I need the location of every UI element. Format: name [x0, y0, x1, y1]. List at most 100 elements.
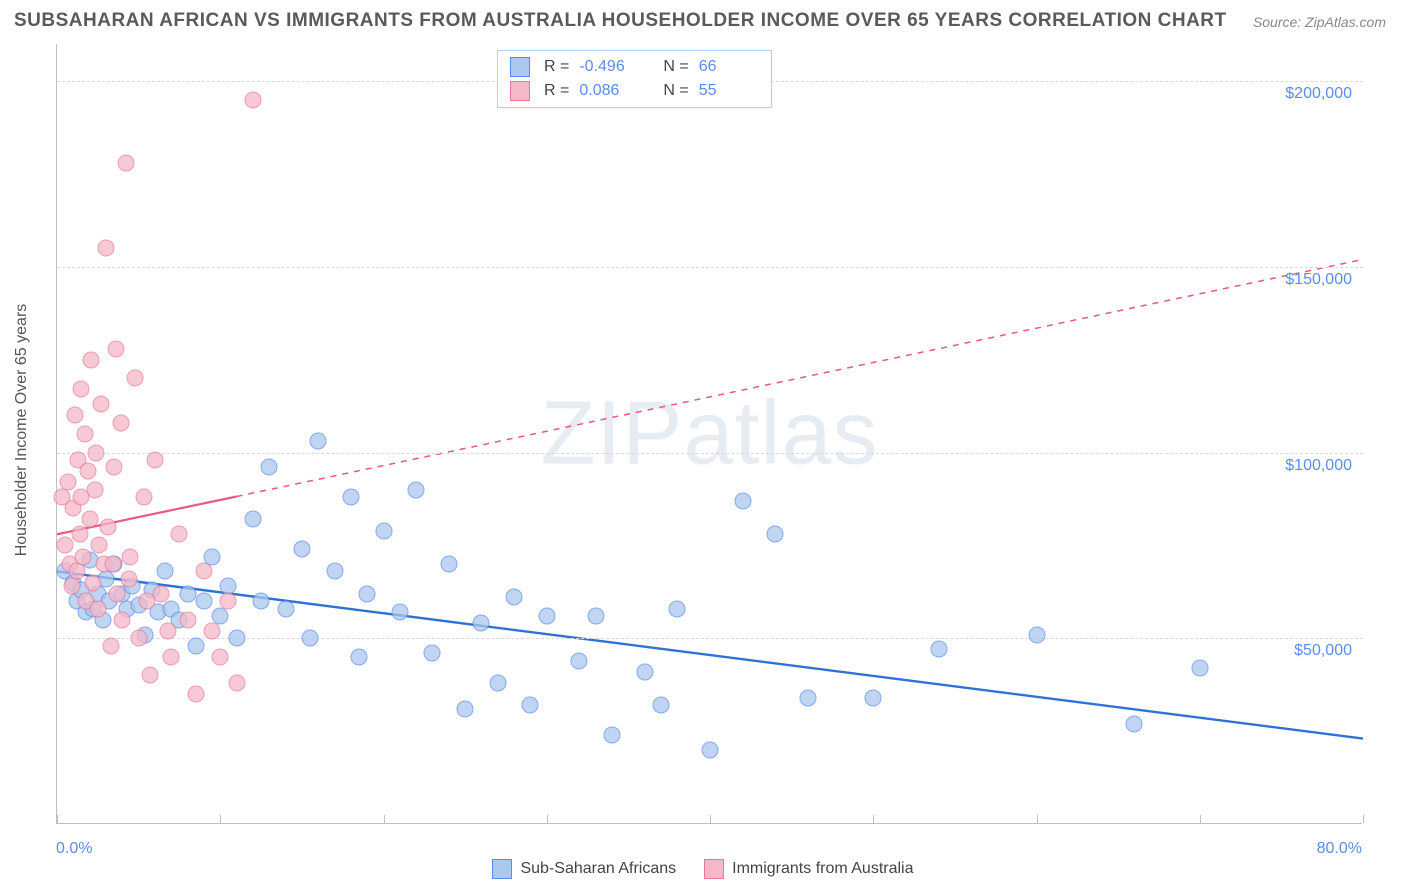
- scatter-point: [114, 611, 131, 628]
- legend-r-value: 0.086: [579, 82, 639, 100]
- x-tick-mark: [384, 815, 385, 823]
- y-tick-label: $150,000: [1285, 271, 1352, 289]
- scatter-point: [138, 593, 155, 610]
- legend-n-label: N =: [663, 82, 688, 100]
- scatter-point: [66, 407, 83, 424]
- scatter-point: [93, 396, 110, 413]
- legend-n-value: 55: [699, 82, 759, 100]
- legend-series-item: Immigrants from Australia: [704, 859, 913, 879]
- scatter-point: [142, 667, 159, 684]
- scatter-point: [375, 522, 392, 539]
- scatter-point: [489, 674, 506, 691]
- scatter-point: [73, 381, 90, 398]
- scatter-point: [310, 433, 327, 450]
- scatter-point: [391, 604, 408, 621]
- scatter-point: [302, 630, 319, 647]
- scatter-point: [106, 459, 123, 476]
- y-tick-label: $100,000: [1285, 457, 1352, 475]
- regression-line-dashed: [237, 259, 1363, 496]
- scatter-point: [1126, 715, 1143, 732]
- scatter-point: [76, 426, 93, 443]
- legend-stat-row: R = -0.496N = 66: [510, 57, 759, 77]
- scatter-point: [75, 548, 92, 565]
- scatter-point: [212, 648, 229, 665]
- scatter-point: [1191, 660, 1208, 677]
- scatter-point: [440, 556, 457, 573]
- scatter-point: [102, 637, 119, 654]
- scatter-point: [767, 526, 784, 543]
- scatter-point: [865, 689, 882, 706]
- x-tick-label-max: 80.0%: [1317, 840, 1362, 858]
- x-tick-mark: [220, 815, 221, 823]
- x-tick-mark: [1363, 815, 1364, 823]
- scatter-point: [156, 563, 173, 580]
- legend-series-label: Immigrants from Australia: [732, 860, 913, 878]
- scatter-point: [84, 574, 101, 591]
- regression-lines-layer: [57, 44, 1363, 824]
- legend-stat-row: R = 0.086N = 55: [510, 81, 759, 101]
- scatter-point: [72, 489, 89, 506]
- source-value: ZipAtlas.com: [1305, 14, 1386, 30]
- scatter-point: [326, 563, 343, 580]
- horizontal-gridline: [57, 638, 1363, 639]
- source-attribution: Source: ZipAtlas.com: [1253, 14, 1386, 30]
- scatter-point: [135, 489, 152, 506]
- scatter-point: [179, 611, 196, 628]
- scatter-point: [80, 463, 97, 480]
- scatter-point: [88, 444, 105, 461]
- scatter-point: [109, 585, 126, 602]
- y-tick-label: $200,000: [1285, 85, 1352, 103]
- scatter-point: [195, 593, 212, 610]
- scatter-point: [57, 537, 74, 554]
- scatter-point: [253, 593, 270, 610]
- horizontal-gridline: [57, 453, 1363, 454]
- scatter-point: [228, 674, 245, 691]
- scatter-point: [204, 622, 221, 639]
- scatter-point: [89, 600, 106, 617]
- x-tick-label-min: 0.0%: [56, 840, 92, 858]
- scatter-point: [408, 481, 425, 498]
- x-tick-mark: [1037, 815, 1038, 823]
- scatter-point: [351, 648, 368, 665]
- scatter-point: [799, 689, 816, 706]
- y-tick-label: $50,000: [1294, 642, 1352, 660]
- scatter-point: [473, 615, 490, 632]
- scatter-point: [83, 351, 100, 368]
- scatter-point: [99, 518, 116, 535]
- legend-n-value: 66: [699, 58, 759, 76]
- scatter-point: [171, 526, 188, 543]
- legend-r-label: R =: [544, 58, 569, 76]
- scatter-point: [107, 340, 124, 357]
- correlation-legend: R = -0.496N = 66R = 0.086 N = 55: [497, 50, 772, 108]
- scatter-point: [653, 697, 670, 714]
- scatter-point: [424, 645, 441, 662]
- scatter-point: [220, 593, 237, 610]
- scatter-point: [522, 697, 539, 714]
- scatter-point: [228, 630, 245, 647]
- scatter-point: [538, 608, 555, 625]
- legend-series-item: Sub-Saharan Africans: [492, 859, 676, 879]
- scatter-point: [91, 537, 108, 554]
- plot-area: ZIPatlas R = -0.496N = 66R = 0.086 N = 55…: [56, 44, 1362, 824]
- scatter-point: [293, 541, 310, 558]
- scatter-point: [636, 663, 653, 680]
- scatter-point: [153, 585, 170, 602]
- scatter-point: [127, 370, 144, 387]
- legend-swatch: [510, 81, 530, 101]
- scatter-point: [342, 489, 359, 506]
- scatter-point: [71, 526, 88, 543]
- scatter-point: [60, 474, 77, 491]
- scatter-point: [130, 630, 147, 647]
- scatter-point: [187, 686, 204, 703]
- watermark: ZIPatlas: [540, 382, 878, 485]
- scatter-point: [506, 589, 523, 606]
- scatter-point: [160, 622, 177, 639]
- scatter-point: [122, 548, 139, 565]
- y-axis-label: Householder Income Over 65 years: [13, 304, 31, 557]
- x-tick-mark: [547, 815, 548, 823]
- legend-swatch: [510, 57, 530, 77]
- scatter-point: [277, 600, 294, 617]
- legend-n-label: N =: [663, 58, 688, 76]
- scatter-point: [930, 641, 947, 658]
- source-label: Source:: [1253, 14, 1301, 30]
